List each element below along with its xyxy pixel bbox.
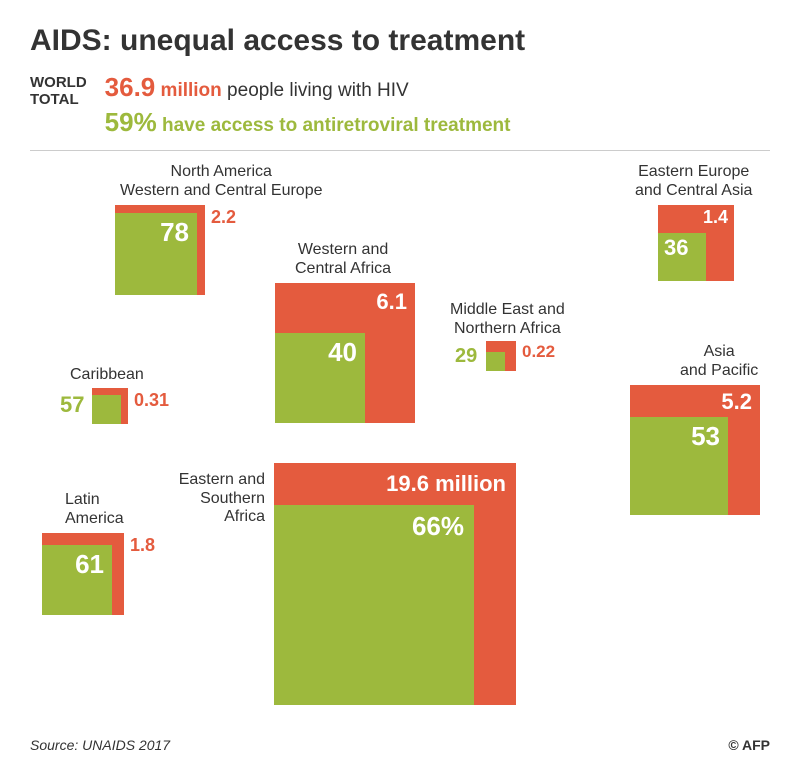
population-value: 6.1 <box>376 289 407 315</box>
population-value: 19.6 million <box>386 471 506 497</box>
world-access-line: 59% have access to antiretroviral treatm… <box>105 105 511 140</box>
population-box: 5.2 53 <box>630 385 760 515</box>
population-box: 6.1 40 <box>275 283 415 423</box>
main-title: AIDS: unequal access to treatment <box>30 24 770 58</box>
region-label: Latin America <box>65 491 124 528</box>
access-box <box>92 395 121 424</box>
access-pct: 61 <box>75 549 104 580</box>
access-pct: 78 <box>160 217 189 248</box>
region-label: North America Western and Central Europe <box>120 163 322 200</box>
region-label: Eastern Europe and Central Asia <box>635 163 752 200</box>
population-box: 0.22 <box>486 341 516 371</box>
region-label: Western and Central Africa <box>295 241 391 278</box>
population-value: 0.22 <box>522 342 555 362</box>
access-box: 53 <box>630 417 728 515</box>
region-label: Middle East and Northern Africa <box>450 301 565 338</box>
population-box: 19.6 million 66% <box>274 463 516 705</box>
source-text: Source: UNAIDS 2017 <box>30 737 170 753</box>
access-pct: 57 <box>60 392 84 418</box>
access-box: 61 <box>42 545 112 615</box>
population-box: 1.4 36 <box>658 205 734 281</box>
population-box: 61 1.8 <box>42 533 124 615</box>
access-pct: 29 <box>455 345 477 368</box>
region-label: Asia and Pacific <box>680 343 758 380</box>
access-pct: 53 <box>691 421 720 452</box>
access-box: 78 <box>115 213 197 295</box>
population-value: 1.8 <box>130 535 155 556</box>
region-label: Eastern and Southern Africa <box>170 471 265 526</box>
population-box: 0.31 <box>92 388 128 424</box>
world-total-label: World total <box>30 74 87 109</box>
afp-credit: © AFP <box>728 737 770 753</box>
region-label: Caribbean <box>70 366 144 384</box>
world-population-line: 36.9 million people living with HIV <box>105 70 511 105</box>
access-box: 66% <box>274 505 474 705</box>
access-pct: 40 <box>328 337 357 368</box>
population-value: 1.4 <box>703 207 728 228</box>
access-box <box>486 352 505 371</box>
footer: Source: UNAIDS 2017 © AFP <box>30 737 770 753</box>
access-box: 40 <box>275 333 365 423</box>
world-total-block: World total 36.9 million people living w… <box>30 70 770 140</box>
population-value: 5.2 <box>721 389 752 415</box>
population-box: 78 2.2 <box>115 205 205 295</box>
population-value: 0.31 <box>134 390 169 411</box>
access-box: 36 <box>658 233 706 281</box>
access-pct: 66% <box>412 511 464 542</box>
world-stats: 36.9 million people living with HIV 59% … <box>105 70 511 140</box>
population-value: 2.2 <box>211 207 236 228</box>
access-pct: 36 <box>664 235 688 261</box>
chart-area: North America Western and Central Europe… <box>30 151 770 711</box>
